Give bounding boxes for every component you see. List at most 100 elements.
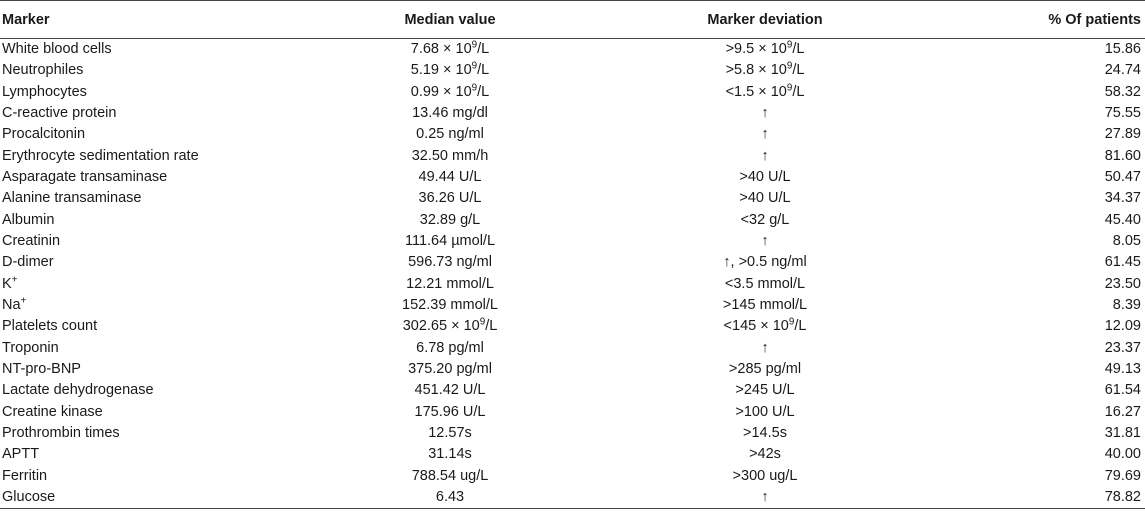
cell-percent-patients: 23.37	[1104, 339, 1141, 356]
cell-marker: Platelets count	[2, 318, 98, 335]
cell-marker: Asparagate transaminase	[2, 168, 168, 185]
table-row: Procalcitonin 0.25 ng/ml ↑ 27.89	[0, 124, 1145, 145]
cell-median-value: 13.46 mg/dl	[412, 104, 488, 121]
cell-median-value: 375.20 pg/ml	[408, 361, 492, 378]
cell-median-value: 12.57s	[428, 425, 472, 442]
cell-marker-deviation: >14.5s	[743, 425, 787, 442]
cell-marker-deviation: >40 U/L	[739, 190, 791, 207]
cell-median-value: 451.42 U/L	[414, 382, 486, 399]
cell-marker: Creatinin	[2, 233, 61, 250]
cell-median-value: 111.64 µmol/L	[404, 233, 496, 250]
cell-median-value: 12.21 mmol/L	[406, 275, 494, 292]
cell-percent-patients: 16.27	[1104, 403, 1141, 420]
header-median-value: Median value	[285, 0, 615, 39]
cell-median-value: 32.50 mm/h	[411, 147, 489, 164]
cell-percent-patients: 23.50	[1104, 275, 1141, 292]
table-row: NT-pro-BNP 375.20 pg/ml >285 pg/ml 49.13	[0, 359, 1145, 380]
table-row: D-dimer 596.73 ng/ml ↑, >0.5 ng/ml 61.45	[0, 252, 1145, 273]
cell-percent-patients: 40.00	[1104, 446, 1141, 463]
cell-marker: Lymphocytes	[2, 83, 87, 100]
cell-marker: Ferritin	[2, 467, 48, 484]
cell-percent-patients: 61.45	[1104, 254, 1141, 271]
cell-marker: Alanine transaminase	[2, 190, 142, 207]
cell-percent-patients: 31.81	[1104, 425, 1141, 442]
cell-percent-patients: 50.47	[1104, 168, 1141, 185]
cell-marker: APTT	[2, 446, 40, 463]
cell-marker: NT-pro-BNP	[2, 361, 81, 378]
cell-marker-deviation: >42s	[749, 446, 781, 463]
table-row: Erythrocyte sedimentation rate 32.50 mm/h…	[0, 145, 1145, 166]
table-row: APTT 31.14s >42s 40.00	[0, 444, 1145, 465]
table-row: Creatinin 111.64 µmol/L ↑ 8.05	[0, 231, 1145, 252]
cell-median-value: 152.39 mmol/L	[402, 297, 498, 314]
cell-median-value: 49.44 U/L	[418, 168, 482, 185]
table-row: Neutrophiles 5.19 × 109/L >5.8 × 109/L 24.7…	[0, 60, 1145, 81]
cell-percent-patients: 15.86	[1104, 41, 1141, 58]
cell-marker: White blood cells	[2, 41, 112, 58]
cell-median-value: 32.89 g/L	[419, 211, 481, 228]
cell-marker-deviation: >145 mmol/L	[722, 297, 808, 314]
cell-marker-deviation: <145 × 109/L	[723, 316, 807, 335]
cell-percent-patients: 34.37	[1104, 190, 1141, 207]
cell-marker-deviation: >9.5 × 109/L	[725, 39, 805, 58]
header-percent-patients: % Of patients	[915, 0, 1145, 39]
cell-median-value: 0.99 × 109/L	[410, 82, 490, 100]
cell-marker-deviation: >40 U/L	[739, 168, 791, 185]
table-row: Na+ 152.39 mmol/L >145 mmol/L 8.39	[0, 295, 1145, 316]
cell-marker-deviation: >5.8 × 109/L	[725, 60, 805, 79]
cell-marker-deviation: >100 U/L	[735, 403, 795, 420]
cell-percent-patients: 81.60	[1104, 147, 1141, 164]
table-row: Lymphocytes 0.99 × 109/L <1.5 × 109/L 58.32	[0, 81, 1145, 102]
cell-marker-deviation: ↑, >0.5 ng/ml	[723, 254, 807, 271]
cell-percent-patients: 78.82	[915, 486, 1145, 509]
cell-marker-deviation: ↑	[761, 147, 769, 164]
table-row: White blood cells 7.68 × 109/L >9.5 × 109/…	[0, 39, 1145, 60]
cell-marker-deviation: >245 U/L	[735, 382, 795, 399]
cell-marker: K+	[2, 274, 18, 292]
cell-marker-deviation: >285 pg/ml	[728, 361, 802, 378]
cell-median-value: 788.54 ug/L	[411, 467, 489, 484]
cell-marker: D-dimer	[2, 254, 54, 271]
table-row: Glucose 6.43 ↑ 78.82	[0, 486, 1145, 509]
cell-percent-patients: 58.32	[1104, 83, 1141, 100]
cell-marker: Neutrophiles	[2, 62, 84, 79]
cell-percent-patients: 12.09	[1104, 318, 1141, 335]
cell-marker-deviation: <32 g/L	[740, 211, 790, 228]
cell-marker-deviation: ↑	[761, 339, 769, 356]
cell-marker: Creatine kinase	[2, 403, 103, 420]
cell-percent-patients: 45.40	[1104, 211, 1141, 228]
cell-median-value: 31.14s	[428, 446, 472, 463]
cell-marker: Troponin	[2, 339, 59, 356]
lab-markers-table: Marker Median value Marker deviation % O…	[0, 0, 1145, 509]
cell-median-value: 36.26 U/L	[418, 190, 482, 207]
cell-marker: Erythrocyte sedimentation rate	[2, 147, 199, 164]
cell-marker-deviation: ↑	[761, 104, 769, 121]
cell-marker: Glucose	[0, 486, 285, 509]
table-row: Creatine kinase 175.96 U/L >100 U/L 16.27	[0, 401, 1145, 422]
table-row: Troponin 6.78 pg/ml ↑ 23.37	[0, 337, 1145, 358]
cell-median-value: 596.73 ng/ml	[408, 254, 492, 271]
cell-marker-deviation: ↑	[761, 126, 769, 143]
cell-percent-patients: 24.74	[1104, 62, 1141, 79]
table-header-row: Marker Median value Marker deviation % O…	[0, 0, 1145, 39]
table-row: Platelets count 302.65 × 109/L <145 × 109/…	[0, 316, 1145, 337]
cell-median-value: 6.78 pg/ml	[416, 339, 484, 356]
cell-marker-deviation: >300 ug/L	[732, 467, 798, 484]
table-row: Prothrombin times 12.57s >14.5s 31.81	[0, 423, 1145, 444]
cell-marker: C-reactive protein	[2, 104, 117, 121]
cell-percent-patients: 79.69	[1104, 467, 1141, 484]
cell-percent-patients: 61.54	[1104, 382, 1141, 399]
table-row: Alanine transaminase 36.26 U/L >40 U/L 34.3…	[0, 188, 1145, 209]
table-row: Asparagate transaminase 49.44 U/L >40 U/L 5…	[0, 167, 1145, 188]
cell-median-value: 7.68 × 109/L	[410, 39, 490, 58]
cell-marker-deviation: ↑	[761, 233, 769, 250]
table-row: C-reactive protein 13.46 mg/dl ↑ 75.55	[0, 103, 1145, 124]
cell-marker: Procalcitonin	[2, 126, 86, 143]
cell-percent-patients: 8.39	[1112, 297, 1141, 314]
cell-marker-deviation: <3.5 mmol/L	[724, 275, 806, 292]
cell-marker: Na+	[2, 295, 27, 314]
cell-marker-deviation: <1.5 × 109/L	[725, 82, 805, 100]
cell-median-value: 175.96 U/L	[414, 403, 486, 420]
cell-median-value: 0.25 ng/ml	[416, 126, 484, 143]
cell-percent-patients: 8.05	[1112, 233, 1141, 250]
